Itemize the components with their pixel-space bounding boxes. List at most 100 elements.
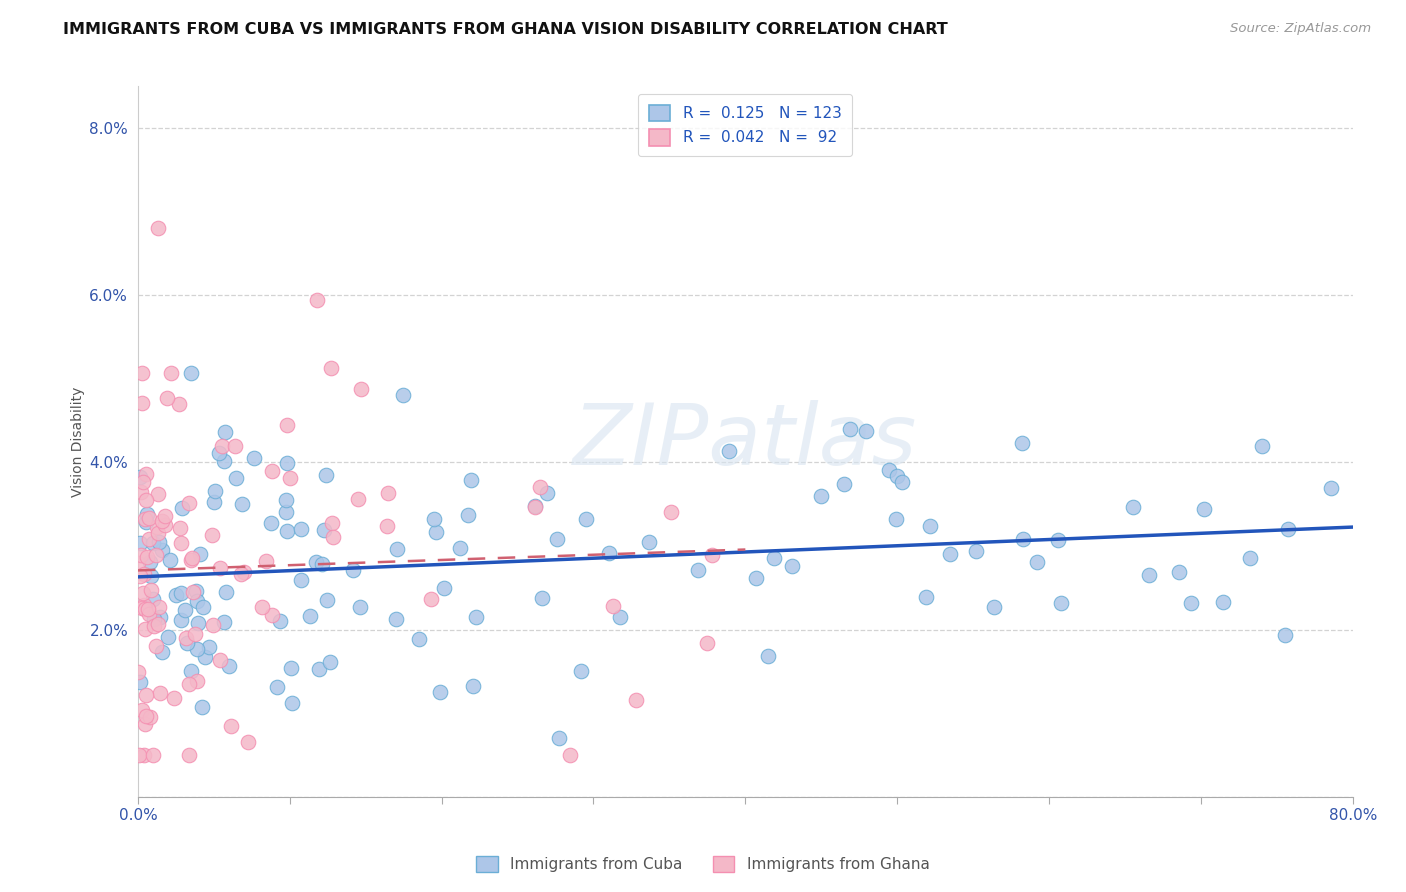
Point (224, 439, 246, 453)
Point (212, 454, 235, 468)
Point (142, 747, 165, 762)
Point (135, 515, 157, 529)
Point (1011, 435, 1033, 450)
Point (1180, 596, 1202, 610)
Point (463, 679, 485, 693)
Point (280, 661, 302, 675)
Point (149, 686, 172, 700)
Point (838, 422, 860, 436)
Point (523, 499, 546, 513)
Point (260, 516, 283, 531)
Point (702, 548, 724, 562)
Point (276, 456, 298, 470)
Point (1239, 551, 1261, 566)
Point (156, 630, 179, 644)
Point (423, 512, 446, 526)
Point (129, 536, 152, 550)
Point (186, 594, 208, 608)
Point (316, 593, 339, 607)
Point (163, 691, 186, 706)
Point (169, 521, 191, 535)
Point (1049, 596, 1071, 610)
Point (135, 467, 157, 482)
Text: Source: ZipAtlas.com: Source: ZipAtlas.com (1230, 22, 1371, 36)
Point (1277, 522, 1299, 536)
Point (569, 664, 592, 678)
Point (159, 553, 181, 567)
Point (321, 530, 343, 544)
Point (180, 665, 202, 679)
Point (319, 656, 342, 670)
Point (305, 555, 328, 569)
Point (308, 662, 330, 676)
Point (626, 693, 648, 707)
Point (131, 586, 153, 600)
Point (135, 507, 157, 521)
Point (419, 591, 441, 606)
Point (262, 464, 284, 478)
Point (188, 548, 211, 562)
Point (150, 542, 173, 557)
Point (134, 717, 156, 731)
Point (186, 642, 208, 657)
Point (891, 475, 914, 489)
Point (1212, 595, 1234, 609)
Point (209, 653, 232, 667)
Point (129, 485, 152, 500)
Point (602, 599, 624, 614)
Point (1122, 500, 1144, 514)
Point (262, 607, 284, 622)
Point (252, 600, 274, 615)
Point (460, 473, 482, 487)
Point (231, 497, 253, 511)
Point (150, 645, 173, 659)
Point (236, 735, 259, 749)
Point (688, 563, 710, 577)
Point (536, 486, 558, 500)
Point (145, 640, 167, 654)
Point (181, 551, 204, 566)
Point (174, 603, 197, 617)
Point (204, 483, 226, 498)
Point (138, 532, 160, 546)
Point (349, 600, 371, 615)
Point (201, 528, 224, 542)
Point (214, 425, 236, 440)
Point (131, 366, 153, 380)
Point (233, 565, 256, 579)
Point (208, 446, 231, 460)
Legend: R =  0.125   N = 123, R =  0.042   N =  92: R = 0.125 N = 123, R = 0.042 N = 92 (638, 94, 852, 156)
Point (170, 585, 193, 599)
Point (167, 397, 190, 411)
Point (132, 475, 155, 489)
Point (638, 534, 661, 549)
Point (915, 590, 938, 604)
Point (529, 479, 551, 493)
Point (745, 571, 768, 585)
Point (884, 512, 907, 526)
Point (127, 557, 149, 571)
Point (153, 508, 176, 523)
Point (146, 520, 169, 534)
Point (142, 535, 165, 549)
Point (143, 612, 166, 626)
Point (920, 519, 942, 533)
Point (756, 648, 779, 663)
Point (1274, 628, 1296, 642)
Point (135, 688, 157, 702)
Point (855, 425, 877, 439)
Point (177, 496, 200, 510)
Point (174, 632, 197, 646)
Point (180, 366, 202, 380)
Point (810, 489, 832, 503)
Point (531, 591, 554, 605)
Point (218, 659, 240, 673)
Point (181, 585, 204, 599)
Point (148, 599, 170, 614)
Point (983, 599, 1005, 614)
Point (180, 553, 202, 567)
Point (886, 469, 908, 483)
Point (276, 417, 298, 432)
Point (1026, 555, 1049, 569)
Point (225, 471, 247, 485)
